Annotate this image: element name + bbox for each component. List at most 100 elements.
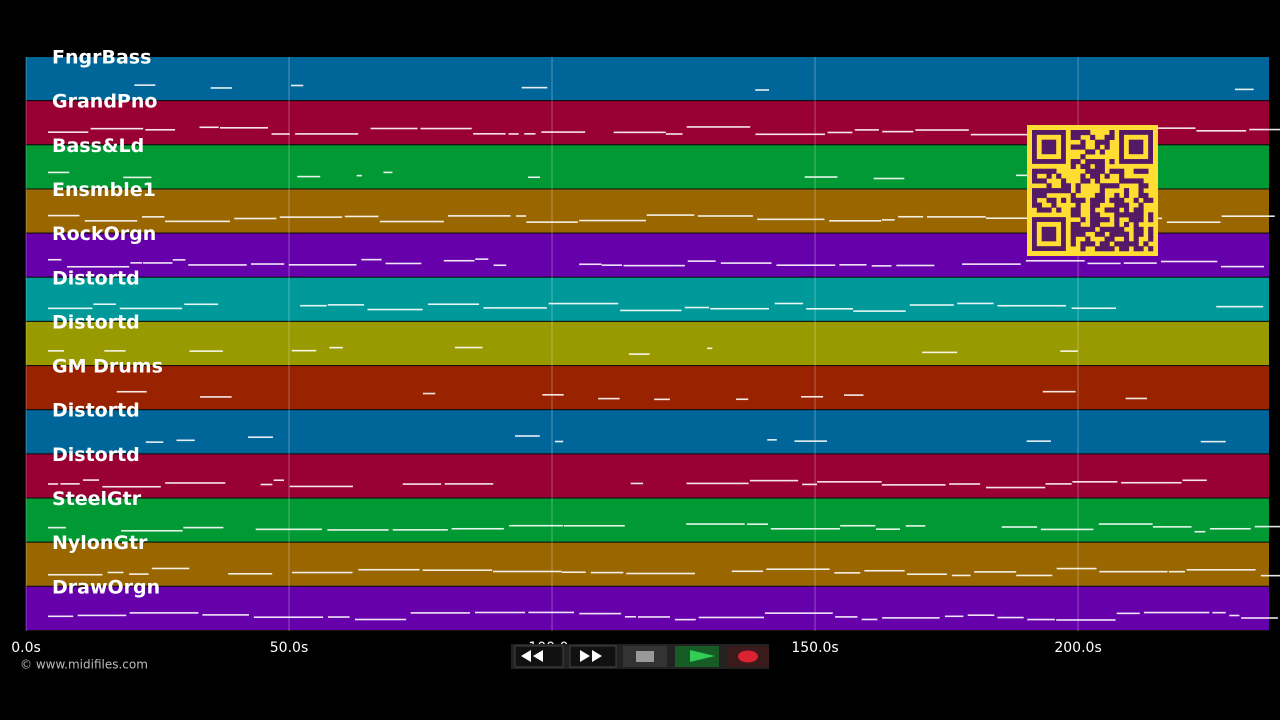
note: [997, 616, 1024, 619]
time-tick-label: 50.0s: [270, 640, 308, 656]
note: [997, 304, 1067, 307]
note: [736, 398, 749, 401]
note: [827, 131, 853, 134]
note: [909, 304, 954, 306]
note: [922, 351, 958, 354]
note: [379, 220, 444, 223]
forward-icon: [580, 650, 602, 662]
track-name: Distortd: [52, 400, 140, 422]
note: [579, 263, 602, 266]
qr-module: [1094, 173, 1101, 179]
note: [1229, 614, 1240, 617]
forward-button[interactable]: [569, 645, 617, 668]
qr-module: [1119, 173, 1125, 179]
notes: [48, 258, 1265, 268]
qr-module: [1128, 217, 1134, 223]
qr-module: [1056, 207, 1062, 213]
qr-module: [1075, 197, 1081, 203]
qr-module: [1114, 241, 1120, 247]
note: [392, 529, 448, 531]
qr-module: [1104, 226, 1110, 232]
qr-module: [1138, 207, 1144, 213]
note: [444, 483, 494, 485]
qr-module: [1051, 188, 1057, 194]
note: [1071, 307, 1116, 310]
note: [766, 568, 830, 571]
note: [77, 614, 127, 617]
qr-module: [1065, 183, 1072, 189]
note: [130, 262, 143, 264]
note: [427, 303, 479, 306]
note: [48, 483, 59, 485]
qr-module: [1085, 226, 1091, 232]
qr-module: [1138, 226, 1144, 232]
note: [356, 174, 362, 177]
note: [451, 527, 504, 530]
note: [630, 482, 644, 485]
note: [731, 570, 764, 573]
track-name: Ensmble1: [52, 179, 156, 201]
play-button[interactable]: [675, 646, 719, 667]
note: [637, 616, 670, 618]
note: [563, 524, 625, 527]
qr-module: [1036, 188, 1042, 194]
qr-module: [1041, 188, 1047, 194]
qr-module: [1114, 231, 1120, 237]
qr-module: [1109, 130, 1115, 136]
track-lane: [26, 410, 1269, 454]
qr-module: [1109, 159, 1115, 165]
note: [48, 526, 66, 529]
note: [1116, 612, 1140, 615]
notes: [116, 390, 1148, 401]
qr-module: [1114, 226, 1120, 232]
note: [601, 264, 622, 266]
qr-module: [1032, 192, 1038, 199]
note: [516, 215, 527, 217]
track-lane: [26, 454, 1269, 498]
qr-module: [1099, 217, 1105, 223]
qr-module: [1094, 246, 1101, 252]
note: [1221, 215, 1275, 217]
note: [422, 392, 436, 395]
note: [1254, 525, 1280, 528]
qr-module: [1070, 134, 1076, 140]
note: [873, 177, 905, 180]
qr-module: [1094, 231, 1101, 237]
qr-module: [1133, 212, 1139, 218]
note: [1087, 262, 1121, 265]
qr-module: [1090, 221, 1096, 228]
note: [864, 569, 905, 572]
note: [542, 394, 564, 396]
note: [839, 264, 867, 266]
note: [1040, 528, 1094, 531]
note: [1025, 259, 1085, 262]
note: [253, 616, 324, 619]
note: [327, 304, 365, 306]
qr-module: [1099, 149, 1105, 155]
note: [620, 309, 682, 312]
note: [422, 569, 493, 572]
qr-module: [1138, 192, 1144, 199]
note: [48, 615, 74, 618]
note: [623, 264, 685, 267]
qr-module: [1138, 178, 1144, 184]
notes: [48, 567, 1280, 577]
note: [1098, 523, 1153, 525]
qr-module: [1090, 226, 1096, 232]
rewind-button[interactable]: [514, 645, 564, 668]
note: [747, 523, 769, 526]
note: [767, 439, 777, 441]
qr-module: [1114, 192, 1120, 199]
record-button[interactable]: [727, 646, 769, 667]
note: [1125, 397, 1148, 400]
qr-module: [1119, 168, 1125, 174]
qr-module: [1085, 159, 1091, 165]
qr-module: [1123, 241, 1130, 247]
qr-module: [1138, 168, 1144, 174]
note: [1026, 440, 1051, 442]
note: [410, 612, 470, 614]
qr-module: [1099, 183, 1105, 189]
track-name: DrawOrgn: [52, 576, 160, 598]
stop-button[interactable]: [623, 646, 667, 667]
qr-module: [1123, 231, 1130, 237]
